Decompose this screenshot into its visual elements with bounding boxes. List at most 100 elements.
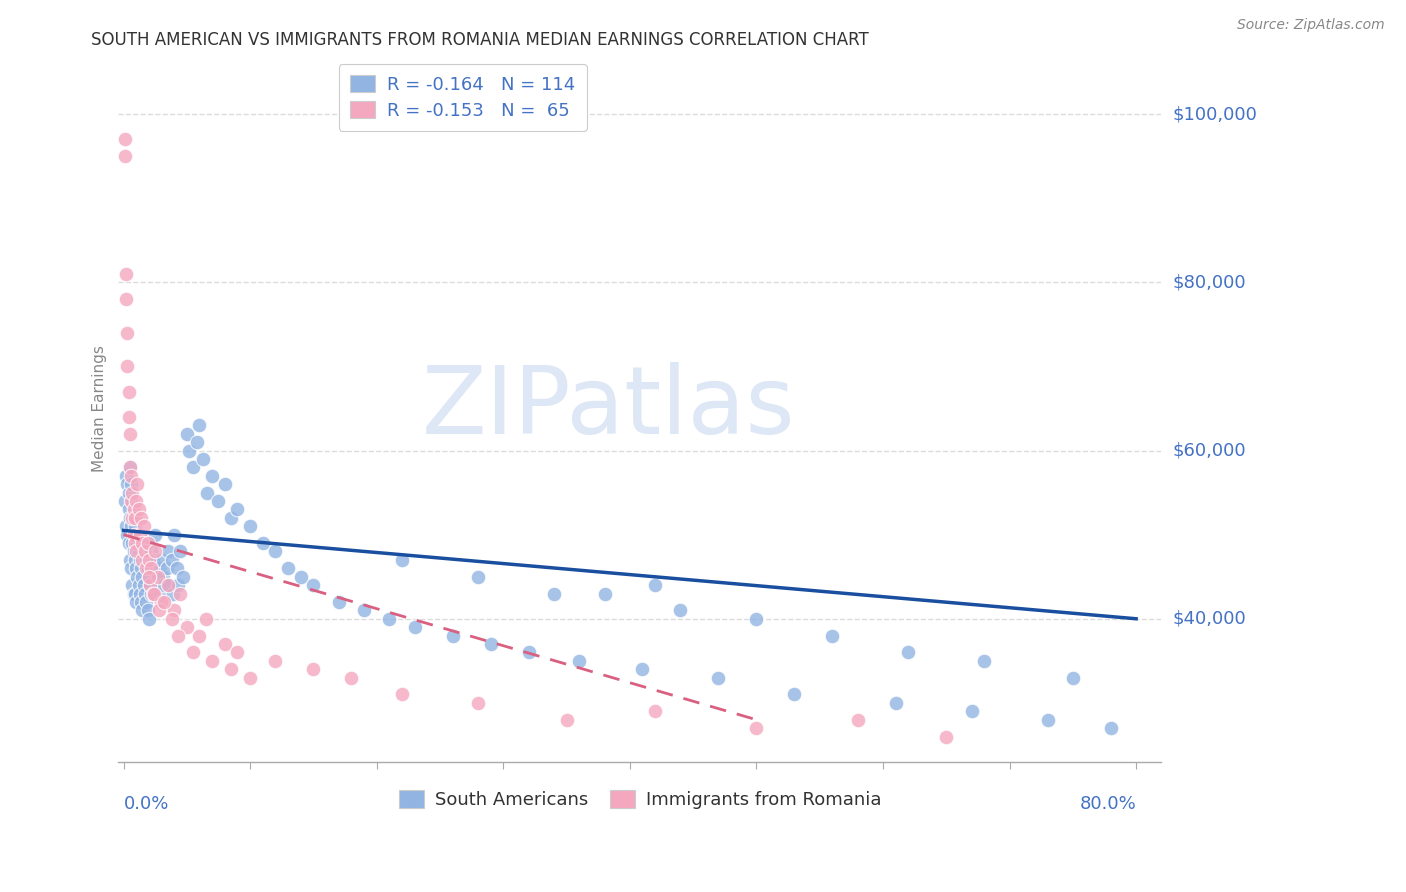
Point xyxy=(118,460,141,475)
Point xyxy=(160,612,183,626)
Point xyxy=(124,511,146,525)
Point xyxy=(176,620,198,634)
Point xyxy=(479,637,502,651)
Point xyxy=(201,654,224,668)
Point xyxy=(115,292,138,306)
Point xyxy=(125,561,148,575)
Point xyxy=(134,544,156,558)
Point xyxy=(122,502,145,516)
Point xyxy=(745,612,768,626)
Point xyxy=(124,519,146,533)
Point xyxy=(156,578,179,592)
Point xyxy=(219,511,242,525)
Point xyxy=(135,553,157,567)
Point xyxy=(188,629,211,643)
Point xyxy=(114,132,136,146)
Point xyxy=(138,553,160,567)
Point xyxy=(117,536,139,550)
Point xyxy=(186,435,208,450)
Point xyxy=(141,561,163,575)
Point xyxy=(129,511,152,525)
Point xyxy=(973,654,995,668)
Point xyxy=(163,603,186,617)
Point xyxy=(138,570,160,584)
Point xyxy=(129,553,152,567)
Point xyxy=(122,586,145,600)
Point xyxy=(115,267,138,281)
Point xyxy=(129,561,152,575)
Point xyxy=(195,485,218,500)
Point xyxy=(517,645,540,659)
Point xyxy=(122,527,145,541)
Point xyxy=(150,553,173,567)
Point xyxy=(125,494,148,508)
Point xyxy=(129,527,152,541)
Point xyxy=(167,629,190,643)
Point xyxy=(141,586,163,600)
Point xyxy=(125,527,148,541)
Point xyxy=(128,502,150,516)
Point xyxy=(378,612,401,626)
Point xyxy=(125,595,148,609)
Point xyxy=(157,578,180,592)
Point xyxy=(884,696,907,710)
Point xyxy=(644,578,666,592)
Point xyxy=(172,570,194,584)
Point xyxy=(143,544,166,558)
Point xyxy=(122,544,145,558)
Point xyxy=(302,662,325,676)
Point xyxy=(120,477,142,491)
Point xyxy=(146,570,169,584)
Point xyxy=(543,586,565,600)
Point xyxy=(214,637,236,651)
Point xyxy=(120,519,142,533)
Point xyxy=(935,730,957,744)
Point xyxy=(467,696,489,710)
Point xyxy=(115,519,138,533)
Point xyxy=(148,561,170,575)
Point xyxy=(152,570,174,584)
Point xyxy=(149,586,172,600)
Y-axis label: Median Earnings: Median Earnings xyxy=(93,345,107,472)
Text: 80.0%: 80.0% xyxy=(1080,796,1136,814)
Point xyxy=(226,645,249,659)
Point xyxy=(1099,721,1122,735)
Point xyxy=(139,578,162,592)
Point xyxy=(129,586,152,600)
Point xyxy=(153,578,176,592)
Point xyxy=(117,359,139,374)
Point xyxy=(631,662,654,676)
Point xyxy=(207,494,229,508)
Point xyxy=(707,671,730,685)
Text: $60,000: $60,000 xyxy=(1173,442,1246,459)
Point xyxy=(124,553,146,567)
Point xyxy=(135,561,157,575)
Point xyxy=(593,586,616,600)
Legend: South Americans, Immigrants from Romania: South Americans, Immigrants from Romania xyxy=(391,783,889,816)
Point xyxy=(129,595,152,609)
Point xyxy=(897,645,920,659)
Point xyxy=(117,326,139,340)
Point xyxy=(142,553,165,567)
Point xyxy=(132,578,155,592)
Text: SOUTH AMERICAN VS IMMIGRANTS FROM ROMANIA MEDIAN EARNINGS CORRELATION CHART: SOUTH AMERICAN VS IMMIGRANTS FROM ROMANI… xyxy=(91,31,869,49)
Point xyxy=(135,595,157,609)
Point xyxy=(194,612,217,626)
Point xyxy=(127,570,149,584)
Point xyxy=(148,603,170,617)
Point xyxy=(467,570,489,584)
Point xyxy=(131,603,153,617)
Point xyxy=(120,468,142,483)
Point xyxy=(644,704,666,718)
Point xyxy=(846,713,869,727)
Point xyxy=(120,561,142,575)
Point xyxy=(391,553,413,567)
Point xyxy=(193,451,215,466)
Point xyxy=(176,426,198,441)
Point xyxy=(142,561,165,575)
Point xyxy=(821,629,844,643)
Point xyxy=(1062,671,1084,685)
Point xyxy=(264,654,287,668)
Point xyxy=(121,511,143,525)
Point xyxy=(146,578,169,592)
